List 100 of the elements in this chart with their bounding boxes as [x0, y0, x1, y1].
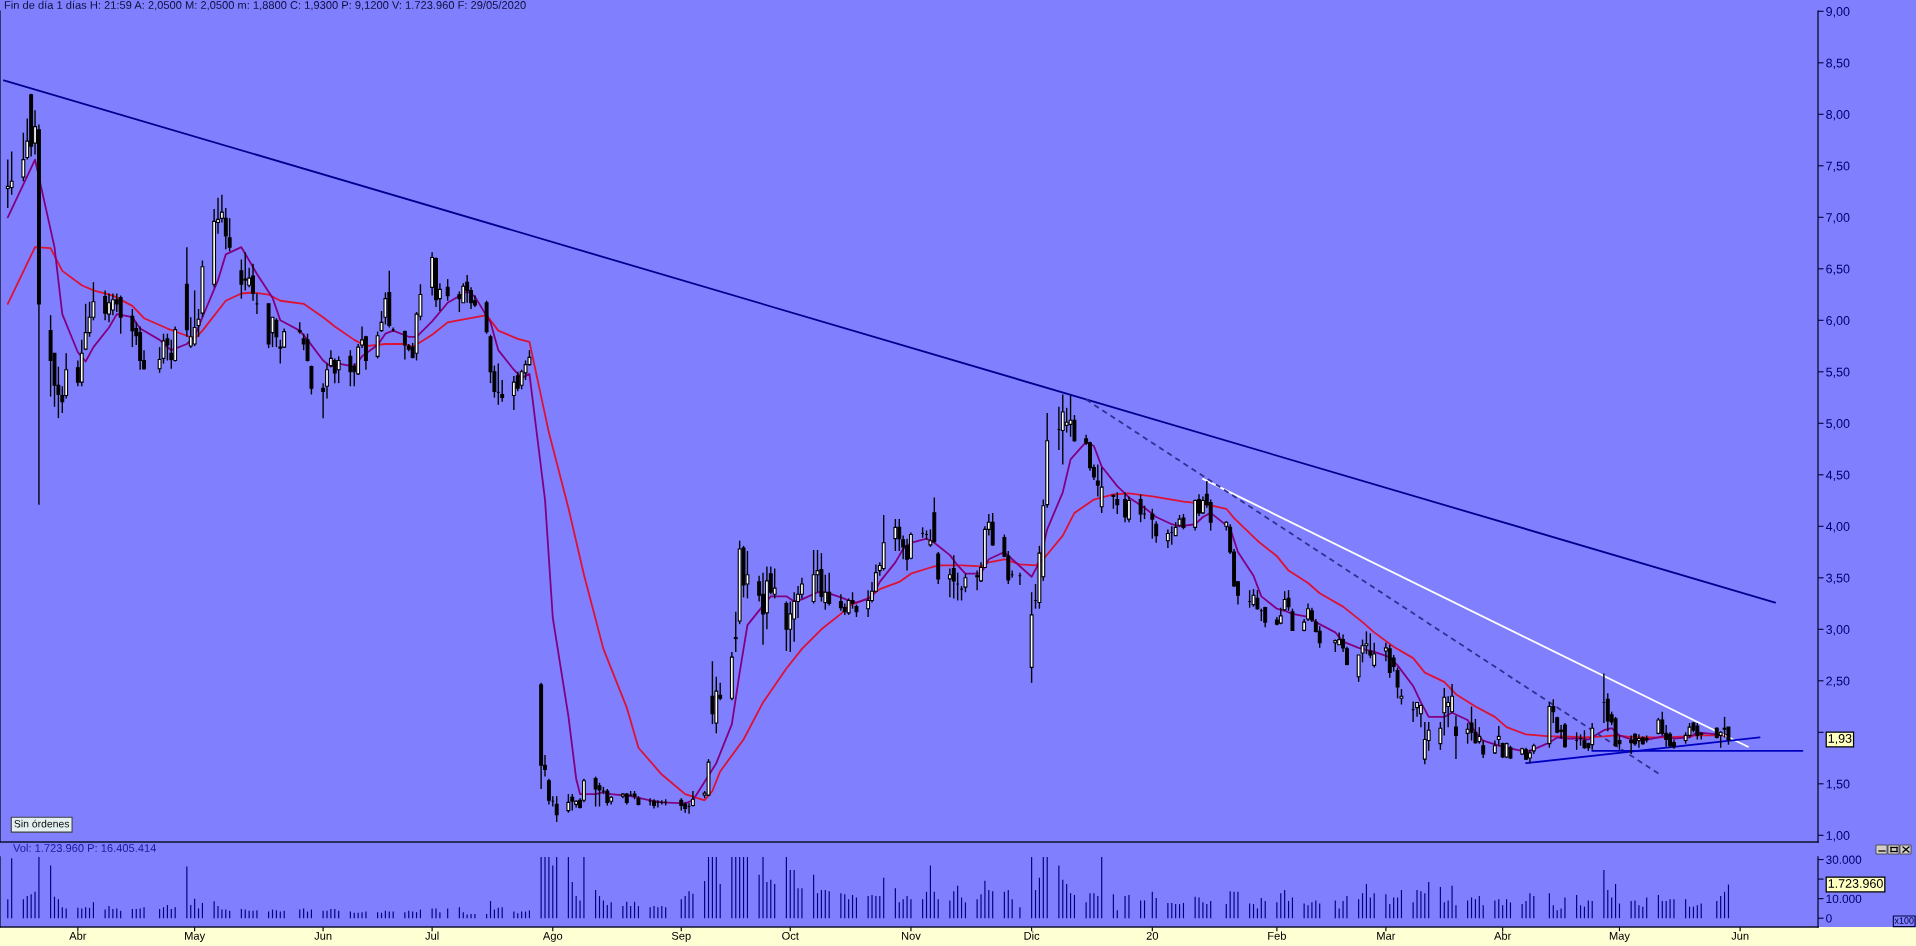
y-tick-label: 3,00	[1826, 625, 1850, 636]
candlestick	[1446, 695, 1451, 728]
x-tick-label: 20	[1146, 931, 1159, 940]
candlestick	[1395, 666, 1400, 700]
candlestick	[103, 289, 108, 321]
y-tick-label: 4,50	[1825, 470, 1850, 481]
x-tick-label: Abr	[69, 931, 87, 940]
candlestick	[947, 567, 952, 599]
candlestick	[1469, 705, 1474, 742]
candlestick	[1454, 715, 1458, 760]
y-tick-label: 2,50	[1826, 676, 1850, 687]
candlestick	[1418, 703, 1423, 728]
candlestick	[975, 569, 980, 591]
x-tick-label: Abr	[1494, 931, 1512, 940]
y-tick-label: 6,50	[1826, 264, 1850, 275]
x-tick-label: May	[185, 931, 206, 942]
candlestick	[1150, 508, 1155, 540]
candlestick	[1563, 722, 1567, 749]
candlestick	[274, 317, 279, 348]
x-tick-label: Jun	[314, 931, 332, 940]
candlestick	[951, 554, 956, 600]
candlestick	[9, 150, 14, 196]
candlestick	[710, 660, 715, 725]
y-tick-label: 3,50	[1826, 573, 1850, 584]
annotation: Sin órdenes	[14, 819, 70, 828]
candlestick	[402, 329, 407, 361]
x-tick-label: Jun	[1731, 931, 1749, 940]
candlestick	[1165, 528, 1170, 549]
x-tick-label: Feb	[1268, 931, 1286, 940]
y-tick-label: 8,00	[1826, 110, 1850, 121]
candlestick	[745, 550, 750, 600]
x-tick-label: Ago	[542, 931, 563, 942]
y-tick-label: 9,00	[1826, 7, 1850, 18]
text: 1.723.960	[1828, 879, 1883, 888]
chart-title: Vol: 1.723.960 P: 16.405.414	[13, 843, 157, 852]
candlestick	[251, 262, 255, 302]
candlestick	[192, 289, 197, 347]
candlestick	[239, 258, 244, 300]
chart-title: Fin de día 1 días H: 21:59 A: 2,0500 M: 2,0500 m: 1,8800 C: 1,9300 P: 9,1200 V: 1.723.960 F: 29/05/2020	[4, 0, 526, 11]
x-tick-label: Dic	[1024, 931, 1040, 940]
candlestick	[107, 292, 111, 324]
candlestick	[1590, 722, 1595, 751]
candlestick	[1438, 721, 1443, 751]
x-tick-label: Nov	[901, 931, 921, 940]
candlestick	[955, 571, 960, 602]
candlestick	[336, 355, 341, 384]
text: 1,93	[1828, 734, 1852, 745]
text: x100	[1894, 917, 1914, 924]
candlestick	[130, 308, 135, 348]
candlestick	[1138, 493, 1143, 523]
candlestick	[1060, 393, 1065, 466]
candlestick	[893, 518, 898, 552]
y-tick-label: 0	[1826, 914, 1832, 923]
candlestick	[1387, 644, 1392, 679]
candlestick	[165, 332, 170, 362]
x-tick-label: Oct	[782, 931, 799, 940]
candlestick	[1422, 721, 1427, 765]
candlestick	[118, 294, 123, 335]
x-tick-label: May	[1609, 931, 1630, 942]
candlestick	[375, 330, 380, 360]
y-tick-label: 4,00	[1825, 522, 1850, 533]
y-tick-label: 10.000	[1826, 894, 1862, 904]
candlestick	[309, 364, 314, 396]
candlestick	[1317, 625, 1322, 649]
candlestick	[1286, 589, 1291, 612]
candlestick	[243, 251, 248, 292]
y-tick-label: 6,00	[1826, 316, 1850, 327]
x-tick-label: Jul	[425, 931, 439, 940]
candlestick	[772, 567, 777, 600]
y-tick-label: 5,00	[1826, 419, 1850, 430]
candlestick	[511, 375, 516, 411]
candlestick	[305, 332, 310, 363]
candlestick	[445, 278, 450, 302]
y-tick-label: 30.000	[1826, 855, 1862, 864]
candlestick	[1282, 590, 1287, 612]
candlestick	[990, 512, 995, 547]
candlestick	[1255, 589, 1260, 611]
candlestick	[83, 303, 88, 351]
y-tick-label: 7,00	[1826, 213, 1850, 224]
candlestick	[348, 349, 353, 387]
y-tick-label: 8,50	[1826, 58, 1850, 69]
candlestick	[1115, 491, 1120, 515]
candlestick	[733, 611, 738, 653]
y-tick-label: 7,50	[1826, 161, 1850, 172]
x-tick-label: Sep	[671, 931, 691, 942]
candlestick	[457, 290, 462, 313]
y-tick-label: 1,50	[1826, 779, 1850, 790]
candlestick	[1099, 466, 1104, 514]
x-tick-label: Mar	[1377, 931, 1396, 940]
candlestick	[593, 775, 598, 808]
candlestick	[546, 777, 551, 806]
candlestick	[227, 217, 232, 252]
candlestick	[1126, 495, 1131, 523]
candlestick	[827, 571, 832, 607]
y-tick-label: 5,50	[1826, 367, 1850, 378]
candlestick	[21, 132, 26, 182]
candlestick	[1290, 608, 1295, 632]
y-tick-label: 1,00	[1826, 831, 1850, 842]
candlestick	[1123, 491, 1128, 523]
candlestick	[1442, 687, 1447, 737]
